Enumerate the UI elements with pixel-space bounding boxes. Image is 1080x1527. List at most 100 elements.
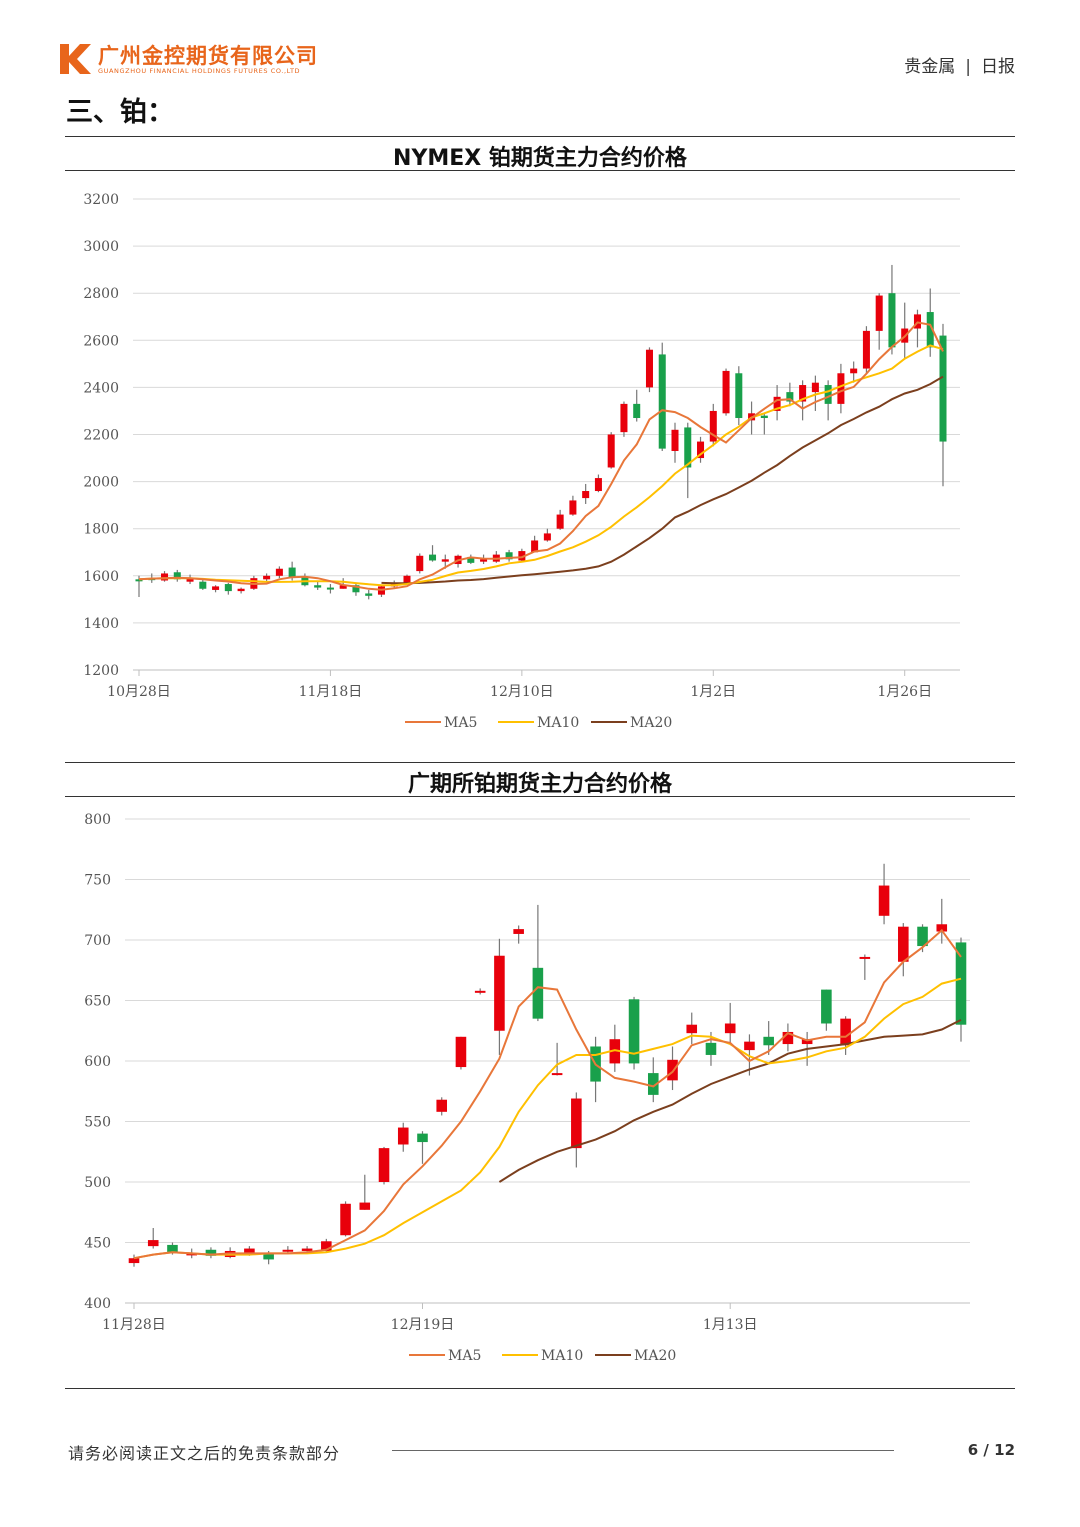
candle-body bbox=[441, 559, 449, 562]
candle bbox=[128, 1254, 140, 1267]
candle bbox=[543, 528, 551, 542]
candle bbox=[359, 1174, 371, 1210]
candle-body bbox=[128, 1258, 140, 1264]
candle bbox=[352, 582, 360, 596]
candle bbox=[237, 587, 245, 594]
header-separator: | bbox=[965, 57, 971, 77]
candle bbox=[173, 569, 181, 582]
candle-body bbox=[760, 415, 768, 419]
ma5-line bbox=[138, 321, 944, 591]
y-tick-label: 1400 bbox=[83, 616, 119, 632]
candle-body bbox=[224, 584, 232, 592]
x-tick-label: 11月28日 bbox=[102, 1317, 166, 1333]
candle bbox=[569, 495, 577, 516]
y-tick-label: 1800 bbox=[83, 522, 119, 538]
candle bbox=[658, 342, 666, 451]
y-tick-label: 2600 bbox=[83, 333, 119, 349]
candle bbox=[492, 551, 500, 563]
candle bbox=[837, 363, 845, 414]
candle bbox=[878, 863, 890, 925]
candle bbox=[782, 1023, 794, 1052]
candle bbox=[875, 293, 883, 350]
candle bbox=[667, 1046, 678, 1091]
section-title: 三、铂： bbox=[66, 97, 174, 128]
candle bbox=[551, 1042, 563, 1076]
candle bbox=[824, 380, 832, 421]
legend-ma20-label: MA20 bbox=[634, 1348, 676, 1364]
candle bbox=[282, 1246, 294, 1254]
candle bbox=[671, 422, 679, 463]
candle-body bbox=[773, 396, 781, 411]
candle bbox=[161, 571, 169, 582]
y-tick-label: 2400 bbox=[83, 380, 119, 396]
candle-body bbox=[709, 410, 717, 442]
company-name-cn: 广州金控期货有限公司 bbox=[98, 44, 318, 68]
nymex-platinum-chart: 1200 1400 1600 1800 2000 2200 2400 2600 2800 3000… bbox=[83, 192, 960, 731]
y-tick-label: 500 bbox=[84, 1175, 111, 1191]
candle-body bbox=[763, 1036, 774, 1046]
x-tick-label: 1月26日 bbox=[877, 684, 932, 700]
candle bbox=[186, 574, 194, 585]
candle bbox=[590, 1036, 601, 1103]
candle bbox=[365, 589, 373, 600]
y-tick-label: 400 bbox=[84, 1296, 111, 1312]
candle bbox=[811, 375, 819, 411]
y-tick-label: 2800 bbox=[83, 286, 119, 302]
candle bbox=[709, 403, 717, 447]
candle bbox=[531, 535, 539, 553]
candle bbox=[724, 1002, 736, 1043]
candle bbox=[763, 1021, 774, 1055]
candle-body bbox=[532, 967, 544, 1019]
y-tick-label: 550 bbox=[84, 1115, 111, 1131]
candle bbox=[901, 302, 909, 360]
candle-body bbox=[531, 540, 539, 553]
candle-body bbox=[397, 1127, 409, 1145]
candle bbox=[735, 366, 743, 426]
candle-body bbox=[551, 1073, 563, 1076]
candle-body bbox=[936, 924, 948, 932]
candle bbox=[199, 579, 207, 590]
page-number: 6 / 12 bbox=[967, 1441, 1015, 1459]
chart1-title: NYMEX 铂期货主力合约价格 bbox=[393, 146, 687, 171]
candle-body bbox=[417, 1133, 428, 1143]
candle bbox=[397, 1122, 409, 1152]
candle-body bbox=[697, 441, 705, 459]
candle-body bbox=[671, 429, 679, 451]
candle-body bbox=[837, 373, 845, 404]
candle bbox=[532, 904, 544, 1022]
y-tick-label: 750 bbox=[84, 873, 111, 889]
candle-body bbox=[237, 588, 245, 592]
candle-body bbox=[359, 1202, 371, 1210]
candle bbox=[326, 584, 334, 594]
legend-ma5-label: MA5 bbox=[444, 715, 477, 731]
candle bbox=[467, 554, 475, 565]
candle-body bbox=[799, 385, 807, 402]
candle-body bbox=[926, 312, 934, 348]
candle-body bbox=[722, 370, 730, 414]
company-name-en: GUANGZHOU FINANCIAL HOLDINGS FUTURES CO.… bbox=[98, 67, 301, 75]
candle-body bbox=[480, 559, 488, 562]
legend-ma10-label: MA10 bbox=[537, 715, 579, 731]
candle bbox=[647, 1057, 659, 1103]
candle-body bbox=[352, 585, 360, 593]
candle-body bbox=[647, 1073, 659, 1095]
candle-body bbox=[467, 556, 475, 563]
candle bbox=[645, 347, 653, 393]
y-tick-label: 1600 bbox=[83, 569, 119, 585]
company-logo: 广州金控期货有限公司 GUANGZHOU FINANCIAL HOLDINGS … bbox=[58, 40, 338, 80]
candle-body bbox=[571, 1098, 582, 1149]
chart2-end-rule bbox=[65, 1388, 1015, 1389]
candle bbox=[773, 385, 781, 421]
candle bbox=[147, 1227, 159, 1249]
candle-body bbox=[821, 989, 832, 1024]
candle bbox=[684, 422, 692, 499]
candle bbox=[474, 988, 486, 995]
legend-ma5-label: MA5 bbox=[448, 1348, 481, 1364]
candle-body bbox=[724, 1023, 736, 1034]
candle-body bbox=[898, 926, 909, 962]
candle-body bbox=[658, 354, 666, 449]
candle bbox=[135, 575, 143, 597]
footer-disclaimer: 请务必阅读正文之后的免责条款部分 bbox=[68, 1444, 341, 1463]
chart1-bottom-rule bbox=[65, 170, 1015, 171]
ma5-line bbox=[133, 928, 962, 1260]
